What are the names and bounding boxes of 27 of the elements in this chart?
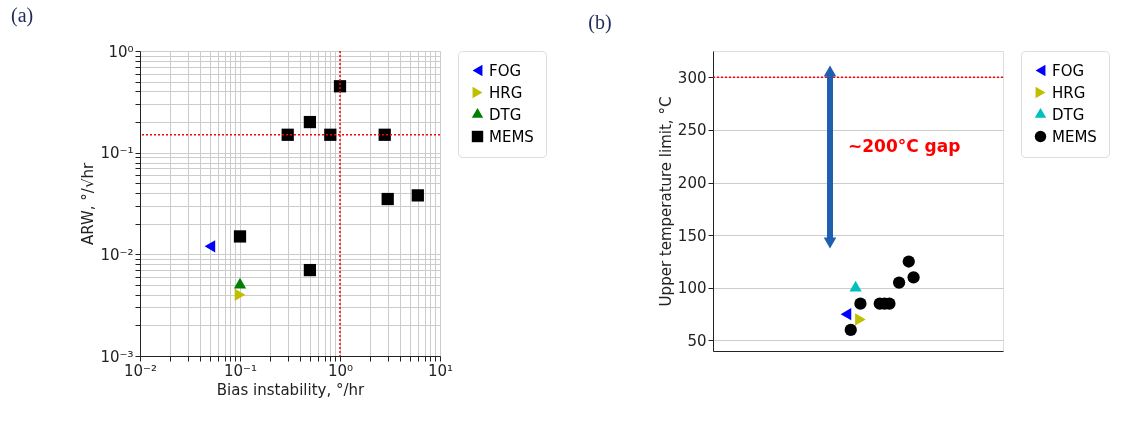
y-axis-title: Upper temperature limit, °C (656, 96, 675, 307)
legend-label: DTG (489, 105, 522, 124)
y-tick-label: 250 (677, 121, 707, 140)
x-tick-label: 10⁻¹ (223, 361, 258, 380)
chart-title: (b) (588, 10, 612, 34)
legend-label: DTG (1052, 105, 1085, 124)
legend-label: MEMS (489, 127, 534, 146)
y-tick-label: 10⁻² (100, 245, 134, 264)
x-axis-title: Bias instability, °/hr (216, 380, 365, 399)
chart-title: (a) (10, 4, 34, 27)
legend-label: HRG (489, 83, 523, 102)
annotation: ~200°C gap (848, 136, 961, 156)
y-tick-label: 300 (677, 68, 707, 87)
x-tick-label: 10⁰ (327, 361, 354, 380)
legend-label: HRG (1052, 83, 1086, 102)
legend-label: FOG (1052, 61, 1085, 80)
y-tick-label: 100 (677, 279, 707, 298)
y-axis-title: ARW, °/√hr (79, 162, 98, 246)
legend-label: MEMS (1052, 127, 1097, 146)
legend-label: FOG (489, 61, 522, 80)
y-tick-label: 10⁻¹ (100, 144, 134, 163)
x-tick-label: 10¹ (427, 361, 454, 380)
x-tick-label: 10⁻² (123, 361, 158, 380)
y-tick-label: 10⁰ (108, 42, 134, 61)
y-tick-label: 50 (687, 331, 707, 350)
y-tick-label: 200 (677, 174, 707, 193)
y-tick-label: 150 (677, 226, 707, 245)
